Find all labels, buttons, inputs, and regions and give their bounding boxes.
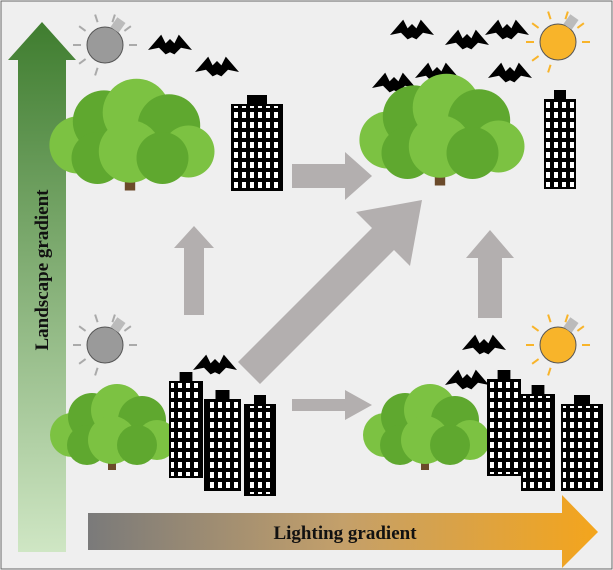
bulb-glass [540,24,576,60]
building [205,390,240,490]
building-body [522,395,554,490]
diagram: Landscape gradient Lighting gradient [0,0,613,570]
landscape-label: Landscape gradient [32,189,53,351]
background [1,1,612,569]
building [488,370,520,475]
building-top [532,385,545,395]
building-body [545,100,575,188]
building-body [488,380,520,475]
building-top [554,90,566,100]
foliage [137,132,189,184]
building-body [205,400,240,490]
building [562,395,602,490]
foliage [430,425,470,465]
foliage [117,425,157,465]
building-top [254,395,266,405]
building-body [232,105,282,190]
bulb-glass [540,327,576,363]
foliage [447,127,499,179]
lighting-label: Lighting gradient [273,523,417,544]
building [522,385,554,490]
building-body [170,382,202,477]
bulb-glass [87,327,123,363]
building-top [216,390,230,400]
building-top [574,395,590,405]
building [170,372,202,477]
building [232,95,282,190]
building [545,90,575,188]
building [245,395,275,495]
bulb-glass [87,27,123,63]
building-top [498,370,511,380]
building-top [247,95,267,105]
building-top [180,372,193,382]
building-body [562,405,602,490]
building-body [245,405,275,495]
